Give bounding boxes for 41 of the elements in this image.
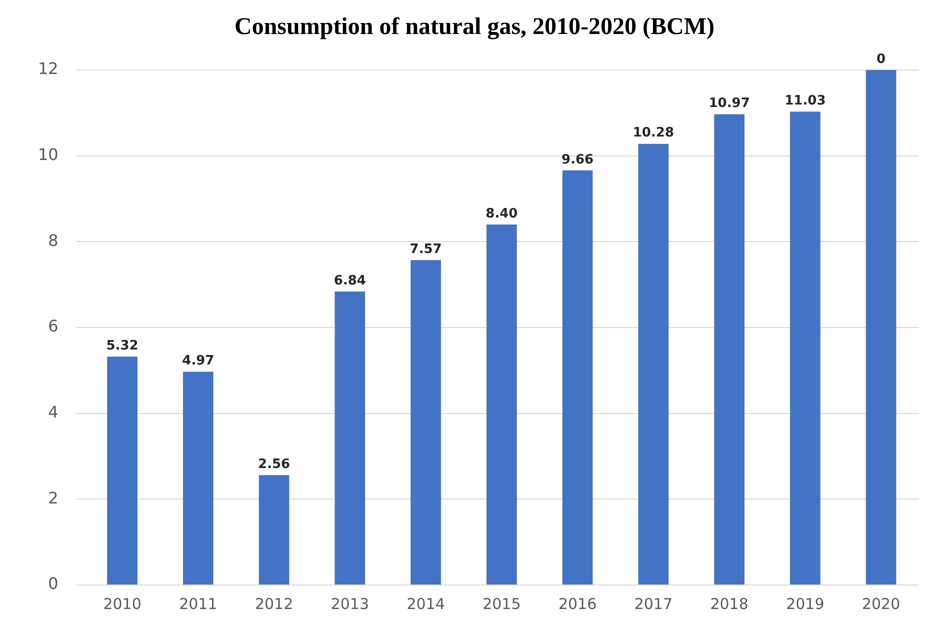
- bar: [258, 475, 290, 584]
- data-label: 5.32: [106, 338, 138, 354]
- y-tick-label: 8: [48, 230, 58, 250]
- data-label: 2.56: [258, 457, 290, 472]
- x-tick-label: 2013: [330, 594, 370, 613]
- bar: [486, 224, 517, 584]
- chart-title: Consumption of natural gas, 2010-2020 (BCM): [233, 14, 716, 41]
- x-tick-label: 2017: [634, 594, 673, 613]
- x-tick-label: 2018: [710, 594, 748, 613]
- bar: [790, 112, 820, 584]
- data-label: 10.97: [708, 96, 750, 112]
- bar: [714, 114, 744, 584]
- x-tick-label: 2012: [254, 594, 294, 613]
- x-tick-label: 2016: [558, 594, 597, 613]
- x-tick-label: 2011: [179, 594, 218, 613]
- bar: [562, 170, 593, 584]
- y-tick-label: 0: [48, 574, 58, 594]
- data-label: 9.66: [562, 152, 594, 168]
- bar: [638, 144, 669, 584]
- bar: [334, 291, 366, 584]
- y-tick-label: 4: [48, 402, 58, 422]
- data-label: 6.84: [334, 273, 366, 288]
- x-tick-label: 2020: [862, 594, 900, 613]
- x-tick-label: 2019: [786, 594, 824, 613]
- x-tick-label: 2015: [482, 594, 521, 613]
- data-label: 11.03: [784, 94, 826, 109]
- data-label: 10.28: [632, 126, 674, 141]
- bar: [866, 70, 896, 584]
- x-tick-label: 2010: [103, 594, 142, 613]
- data-label: 4.97: [182, 354, 214, 369]
- y-tick-label: 12: [38, 59, 58, 78]
- data-label: 8.40: [486, 206, 518, 222]
- bar: [107, 356, 138, 584]
- x-tick-label: 2014: [406, 594, 445, 613]
- annotation: 0: [876, 52, 886, 67]
- bar: [410, 260, 441, 584]
- data-label: 7.57: [410, 242, 442, 257]
- y-tick-label: 2: [48, 488, 58, 508]
- y-tick-label: 6: [48, 316, 58, 336]
- bar: [183, 372, 214, 584]
- y-tick-label: 10: [38, 144, 58, 164]
